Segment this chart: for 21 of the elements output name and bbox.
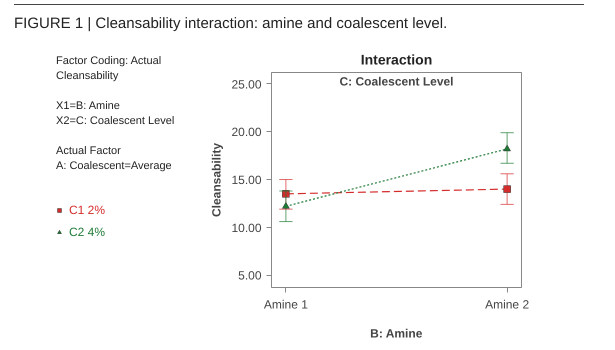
y-axis-title: Cleansability — [209, 142, 224, 218]
chart-subtitle: C: Coalescent Level — [339, 74, 454, 88]
x-tick-label: Amine 1 — [264, 298, 308, 312]
text: A: Coalescent=Average — [56, 160, 172, 172]
legend-label: C2 4% — [69, 225, 106, 239]
y-tick-label: 5.00 — [238, 268, 262, 283]
point — [503, 185, 511, 193]
y-tick-label: 25.00 — [231, 77, 262, 92]
legend-label: C1 2% — [69, 203, 106, 217]
text: Actual Factor — [56, 145, 121, 157]
text: Cleansability — [56, 70, 118, 82]
x-tick-label: Amine 2 — [485, 298, 530, 312]
y-tick-label: 10.00 — [231, 220, 262, 235]
x-axis-title: B: Amine — [370, 326, 423, 340]
chart-title: Interaction — [360, 52, 432, 68]
text: X2=C: Coalescent Level — [56, 115, 174, 127]
y-tick-label: 20.00 — [231, 125, 262, 140]
caption: FIGURE 1 | Cleansability interaction: amine and coalescent level. — [14, 4, 584, 34]
text: X1=B: Amine — [56, 100, 120, 112]
text: Factor Coding: Actual — [56, 55, 162, 67]
y-tick-label: 15.00 — [231, 173, 262, 188]
